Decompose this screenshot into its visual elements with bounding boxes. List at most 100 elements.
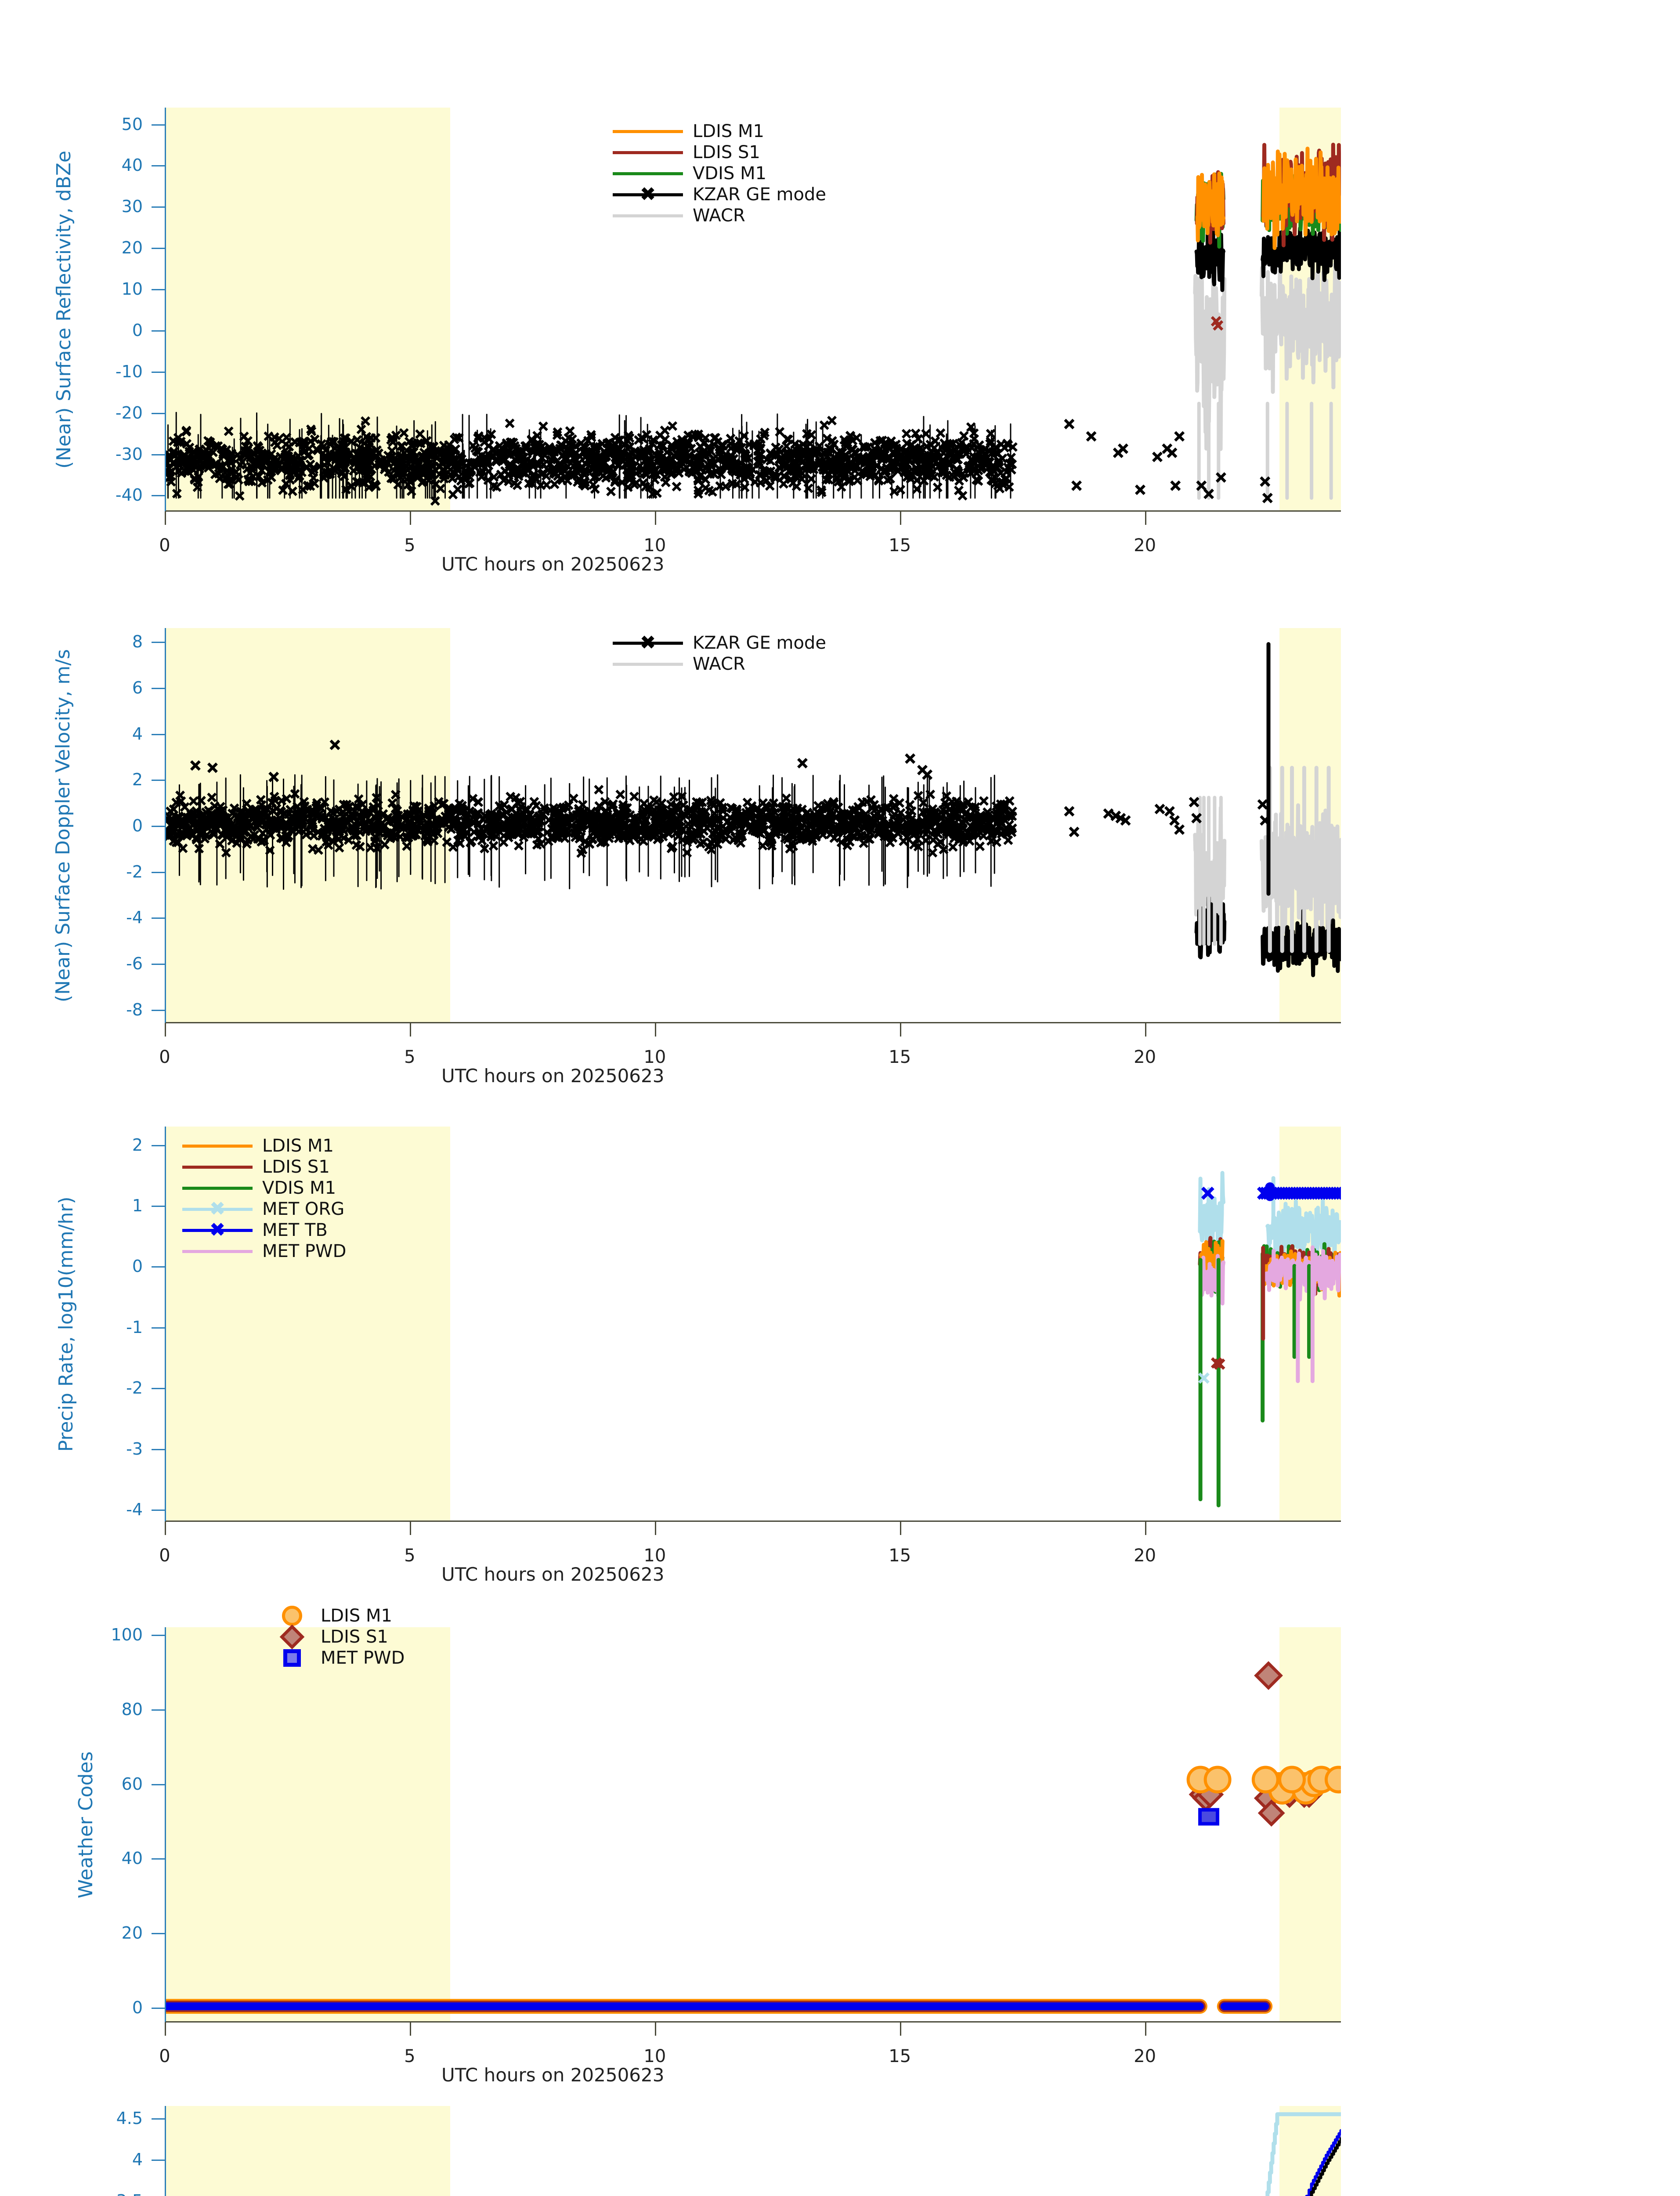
x-tick [1145,512,1146,525]
y-tick [152,1206,165,1207]
legend-label: WACR [693,206,745,226]
legend-item-met-pwd[interactable]: MET PWD [277,1647,405,1669]
x-tick-label: 20 [1134,535,1156,556]
y-tick-label: -1 [126,1317,143,1337]
y-tick-label: 0 [132,1257,143,1276]
x-tick [409,1522,411,1535]
y-tick-label: 3.5 [0,2191,143,2196]
x-tick-label: 15 [889,535,911,556]
panel-reflectivity: -40 -30 -20 -10 0 10 20 30 40 50 0 5 10 15 20 (Near) Su… [0,55,1680,575]
legend-item-ldis-s1[interactable]: LDIS S1 [613,142,826,163]
x-tick-label: 10 [643,1047,666,1067]
y-tick [152,1784,165,1785]
x-tick-label: 15 [889,1546,911,1566]
night-shading-band-1 [166,1627,451,2021]
legend-swatch: ✖ [182,1199,253,1220]
y-tick-label: -2 [126,1378,143,1398]
x-tick [654,512,656,525]
x-tick [165,512,166,525]
y-tick [152,963,165,965]
legend-label: KZAR GE mode [693,633,826,653]
panel-precip-rate: -4 -3 -2 -1 0 1 2 0 5 10 15 20 Precip Rate, log10(mm… [0,1074,1680,1585]
x-tick-label: 5 [404,1047,415,1067]
panel-doppler: -8 -6 -4 -2 0 2 4 6 8 0 5 10 15 20 (Near) Surface Dopp… [0,575,1680,1087]
night-shading-band-1 [166,1127,451,1521]
x-tick-label: 10 [643,2046,666,2066]
y-tick [152,1145,165,1146]
legend-item-kzar-ge-mode[interactable]: ✖ KZAR GE mode [613,184,826,205]
y-tick-label: -40 [115,485,143,505]
y-tick [152,165,165,167]
y-tick-label: 6 [132,678,143,698]
x-tick [900,1522,901,1535]
legend-item-ldis-m1[interactable]: LDIS M1 [182,1135,346,1156]
x-tick [409,1023,411,1037]
legend-label: LDIS S1 [321,1627,388,1647]
x-tick-label: 20 [1134,1047,1156,1067]
y-tick [152,495,165,497]
legend-item-ldis-s1[interactable]: LDIS S1 [277,1624,405,1650]
x-tick [409,512,411,525]
legend-swatch [182,1241,253,1262]
x-tick [165,1522,166,1535]
legend-swatch: ✖ [182,1220,253,1241]
y-tick-label: 4 [132,724,143,744]
y-tick-label: -4 [126,908,143,928]
data-layer-precip-rate [1198,1171,1341,1507]
legend-label: WACR [693,654,745,674]
plot-area-reflectivity [165,108,1341,512]
legend-item-ldis-m1[interactable]: LDIS M1 [277,1605,405,1626]
legend-swatch: ✖ [613,184,683,205]
legend-swatch [182,1135,253,1156]
legend-swatch [277,1647,307,1669]
legend-item-vdis-m1[interactable]: VDIS M1 [182,1177,346,1199]
legend-label: LDIS M1 [321,1606,392,1626]
y-tick-label: 100 [111,1625,143,1644]
y-tick [152,1388,165,1390]
legend-item-wacr[interactable]: WACR [613,205,826,226]
x-tick-label: 10 [643,535,666,556]
plot-area-weather-codes [165,1627,1341,2023]
y-tick [152,1510,165,1511]
x-axis-label-precip-rate: UTC hours on 20250623 [441,1564,665,1585]
y-tick [152,248,165,249]
legend-item-wacr[interactable]: WACR [613,654,826,675]
plot-area-doppler [165,628,1341,1023]
y-tick [152,124,165,126]
night-shading-band-1 [166,2106,451,2196]
legend-precip-rate: LDIS M1 LDIS S1 VDIS M1 ✖ MET ORG ✖ MET TB MET … [182,1135,346,1262]
y-tick-label: -10 [115,361,143,381]
y-tick-label: 40 [121,155,143,175]
y-tick [152,733,165,735]
y-tick-label: -2 [126,862,143,881]
legend-item-ldis-m1[interactable]: LDIS M1 [613,121,826,142]
y-tick [152,688,165,690]
y-tick [152,642,165,643]
legend-label: MET TB [262,1220,328,1240]
y-tick-label: 0 [132,816,143,835]
y-tick-label: 60 [121,1774,143,1794]
y-axis-label-reflectivity: (Near) Surface Reflectivity, dBZe [53,151,75,469]
legend-item-met-pwd[interactable]: MET PWD [182,1241,346,1262]
y-axis-label-weather-codes: Weather Codes [75,1751,97,1899]
legend-item-vdis-m1[interactable]: VDIS M1 [613,163,826,184]
legend-swatch [613,163,683,184]
y-tick-label: 0 [132,320,143,340]
x-tick-label: 0 [159,1546,170,1566]
y-axis-label-doppler: (Near) Surface Doppler Velocity, m/s [52,649,74,1003]
legend-swatch [613,121,683,142]
x-tick-label: 20 [1134,2046,1156,2066]
legend-label: MET ORG [262,1199,345,1219]
legend-item-ldis-s1[interactable]: LDIS S1 [182,1156,346,1177]
legend-item-kzar-ge-mode[interactable]: ✖ KZAR GE mode [613,632,826,654]
legend-label: LDIS M1 [693,121,764,141]
x-tick [1145,2023,1146,2036]
legend-swatch [613,142,683,163]
x-tick [1145,1522,1146,1535]
x-tick [165,2023,166,2036]
legend-item-met-tb[interactable]: ✖ MET TB [182,1220,346,1241]
legend-item-met-org[interactable]: ✖ MET ORG [182,1199,346,1220]
night-shading-band-2 [1279,1627,1341,2021]
x-tick [654,2023,656,2036]
